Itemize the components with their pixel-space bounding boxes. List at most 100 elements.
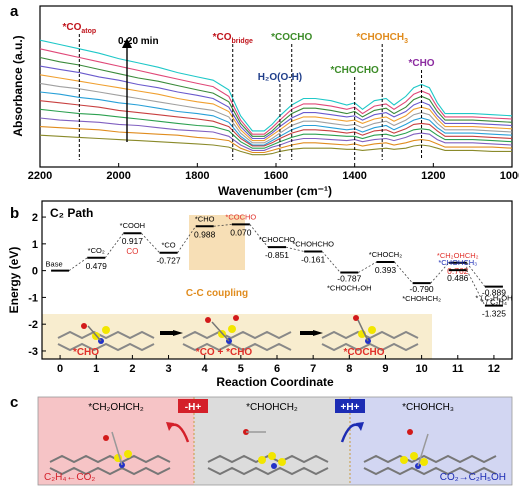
b-xtick-label-10: 10 <box>415 363 427 375</box>
species-label-0-2: *COOH <box>120 221 145 230</box>
spectrum-line-0 <box>39 39 513 132</box>
value-label-0-6: -0.851 <box>265 250 289 260</box>
spectrum-line-6 <box>39 91 513 146</box>
panel-c-left-label: *CH₂OHCH₂ <box>88 402 144 413</box>
b-xtick-label-6: 6 <box>274 363 280 375</box>
annotation-label-0: *COatop <box>62 22 96 35</box>
panel-c-right-label: *CHOHCH₃ <box>402 402 454 413</box>
panel-c-right-reaction: CO₂→C₂H₅OH <box>440 472 506 483</box>
panel-c-left-reaction: C₂H₄←CO₂ <box>44 472 95 483</box>
spectrum-line-1 <box>39 48 513 135</box>
a-xtick-label-3: 1600 <box>264 170 288 182</box>
connector-0-6 <box>249 224 269 248</box>
b-xtick-label-4: 4 <box>202 363 209 375</box>
spectrum-line-3 <box>39 65 513 140</box>
species-label-1-0: *CHOHCH₃ <box>438 258 477 267</box>
a-xtick-label-6: 1000 <box>500 170 519 182</box>
value-label-0-7: -0.161 <box>301 254 325 264</box>
structure-arrow-2 <box>313 330 323 336</box>
extra-label-0: CO <box>126 247 138 256</box>
panel-a-ylabel: Absorbance (a.u.) <box>11 35 25 136</box>
structure-chohch2 <box>207 429 329 476</box>
value-label-0-3: -0.727 <box>156 256 180 266</box>
b-xtick-label-3: 3 <box>165 363 171 375</box>
connector-0-4 <box>177 226 197 253</box>
minus-h-badge-text: -H+ <box>185 402 202 413</box>
structure-arrow-1-shaft <box>160 331 174 335</box>
panel-c-mid-label: *CHOHCH₂ <box>246 402 298 413</box>
species-label-0-5: *COCHO <box>225 212 256 221</box>
time-label: 0-20 min <box>118 36 159 47</box>
value-label-0-12: -0.889 <box>482 288 506 298</box>
minus-h-arrow-head <box>166 422 174 431</box>
spectrum-line-2 <box>39 56 513 137</box>
spectrum-line-7 <box>39 100 513 147</box>
species-label-0-0: Base <box>46 260 63 269</box>
b-xtick-label-8: 8 <box>346 363 352 375</box>
connector-1-1 <box>466 269 486 306</box>
b-xtick-label-11: 11 <box>452 363 464 375</box>
b-xtick-label-9: 9 <box>382 363 388 375</box>
value-label-0-4: 0.988 <box>194 229 216 239</box>
value-label-1-0: 0.486 <box>447 273 469 283</box>
value-label-0-2: 0.917 <box>122 236 144 246</box>
a-xtick-label-4: 1400 <box>342 170 366 182</box>
b-ytick-label-1: -2 <box>28 319 38 331</box>
annotation-label-1: *CObridge <box>213 32 253 45</box>
annotation-label-3: H₂O(O-H) <box>258 72 302 83</box>
connector-0-7 <box>285 246 305 252</box>
connector-0-10 <box>394 261 413 284</box>
b-xtick-label-12: 12 <box>488 363 500 375</box>
b-xtick-label-0: 0 <box>57 363 63 375</box>
value-label-0-8: -0.787 <box>337 274 361 284</box>
panel-b-title: C₂ Path <box>50 206 93 220</box>
panel-b-xlabel: Reaction Coordinate <box>216 375 334 389</box>
structure-label-cocho: *COCHO <box>343 347 384 358</box>
panel-a-x-ticks: 2200 2000 1800 1600 1400 1200 1000 <box>28 163 519 182</box>
b-ytick-label-4: 1 <box>32 239 38 251</box>
plus-h-badge-text: +H+ <box>341 402 360 413</box>
a-xtick-label-2: 1800 <box>185 170 209 182</box>
panel-c-frame <box>37 396 513 486</box>
a-xtick-label-5: 1200 <box>421 170 445 182</box>
species-label-1-1: * / C₂H₅OH <box>475 294 512 303</box>
panel-a-xlabel: Wavenumber (cm⁻¹) <box>218 184 332 198</box>
species-label-0-11: *CH₂OHCH₂ <box>437 251 479 260</box>
value-label-0-5: 0.070 <box>230 227 252 237</box>
b-xtick-label-5: 5 <box>238 363 244 375</box>
connector-0-8 <box>321 251 341 273</box>
b-ytick-label-3: 0 <box>32 266 38 278</box>
annotation-label-5: *CHOHCH3 <box>356 32 408 45</box>
spectrum-line-4 <box>39 74 513 142</box>
panel-b-ylabel: Energy (eV) <box>7 247 21 314</box>
connector-0-1 <box>68 257 88 271</box>
structure-chohch3 <box>363 429 497 476</box>
species-label-0-9: *CHOCH₂ <box>369 250 402 259</box>
species-label-0-8: *CHOCH₂OH <box>327 284 372 293</box>
b-xtick-label-7: 7 <box>310 363 316 375</box>
spectrum-line-10 <box>39 126 513 154</box>
cc-coupling-label: C-C coupling <box>186 288 248 299</box>
structure-label-cho: *CHO <box>73 347 99 358</box>
connector-0-5 <box>213 223 232 227</box>
structure-co-cho <box>182 315 292 352</box>
b-xtick-label-1: 1 <box>93 363 99 375</box>
species-label-0-4: *CHO <box>195 214 215 223</box>
value-label-0-10: -0.790 <box>410 284 434 294</box>
a-xtick-label-0: 2200 <box>28 170 52 182</box>
panel-a-label: a <box>10 3 19 20</box>
plus-h-badge <box>335 399 365 413</box>
b-ytick-label-2: -1 <box>28 292 38 304</box>
species-label-0-12: * / C₂H₄ <box>481 298 507 307</box>
panel-c-label: c <box>10 394 18 411</box>
spectrum-line-5 <box>39 82 513 144</box>
connector-0-2 <box>104 233 124 259</box>
value-label-0-9: 0.393 <box>375 265 397 275</box>
structure-cocho <box>321 315 419 352</box>
annotation-label-6: *CHO <box>408 58 434 69</box>
annotation-label-4: *CHOCHO <box>330 65 379 76</box>
panel-b-label: b <box>10 205 19 222</box>
species-label-0-6: *CHOCHO <box>259 235 295 244</box>
